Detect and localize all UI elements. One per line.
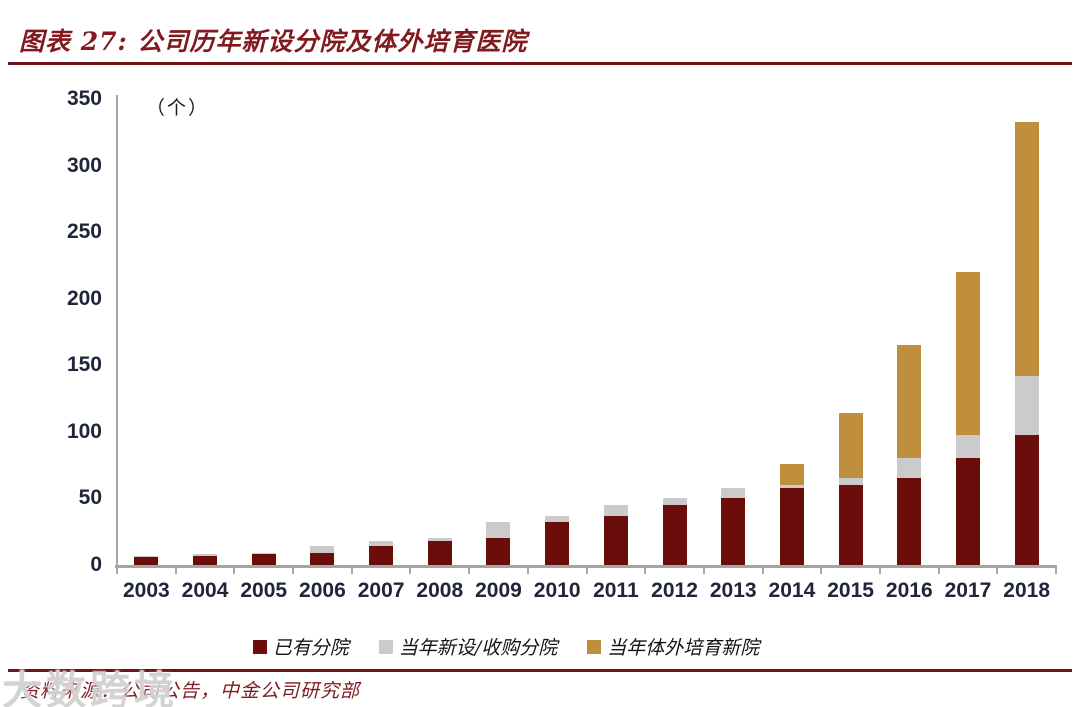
y-tick-label-200: 200 [66,286,102,310]
bar-2003-当年新设/收购分院 [134,555,159,557]
bar-2018-当年新设/收购分院 [1014,375,1039,435]
x-axis-tick [702,565,705,574]
x-axis-tick [996,565,999,574]
x-tick-label-2003: 2003 [122,579,170,602]
bar-2008-已有分院 [427,541,452,565]
bar-2017-当年新设/收购分院 [955,434,980,459]
source-divider [8,669,1072,672]
bar-2004-当年新设/收购分院 [193,554,218,556]
x-axis-tick [116,565,118,574]
x-axis-tick [644,565,647,574]
x-tick-label-2016: 2016 [885,579,933,602]
y-tick-label-100: 100 [66,419,102,443]
bar-2012-已有分院 [662,505,687,565]
legend-label: 当年新设/收购分院 [398,637,558,659]
x-tick-label-2012: 2012 [651,579,698,602]
x-tick-label-2008: 2008 [416,579,464,602]
x-axis-tick [468,565,471,574]
bar-2017-当年体外培育新院 [955,272,980,435]
legend-item: 当年体外培育新院 [587,633,759,660]
x-tick-label-2015: 2015 [827,579,874,602]
bar-2015-已有分院 [838,485,863,565]
legend-swatch-icon [378,639,393,654]
bar-2006-已有分院 [310,553,335,565]
x-axis-tick [1055,565,1057,574]
bar-2018-已有分院 [1014,434,1039,565]
x-tick-label-2017: 2017 [944,579,992,602]
bar-2009-已有分院 [486,538,511,565]
bar-2015-当年新设/收购分院 [838,478,863,486]
bar-2011-当年新设/收购分院 [603,505,628,516]
bar-2006-当年新设/收购分院 [310,546,335,554]
legend-label: 当年体外培育新院 [607,637,760,659]
bar-2015-当年体外培育新院 [838,413,863,479]
bar-2013-已有分院 [721,498,746,565]
y-tick-label-0: 0 [90,553,102,576]
bar-2012-当年新设/收购分院 [662,498,687,506]
x-axis-tick [820,565,823,574]
bar-2016-当年体外培育新院 [897,345,922,459]
bar-2014-已有分院 [779,487,804,565]
legend-swatch-icon [587,639,602,654]
bar-2018-当年体外培育新院 [1014,121,1039,376]
bar-2010-已有分院 [545,522,570,565]
x-tick-label-2009: 2009 [475,579,522,602]
bar-2005-已有分院 [251,554,276,565]
x-tick-label-2005: 2005 [240,579,288,602]
y-axis-line [116,95,118,567]
bar-2007-当年新设/收购分院 [369,541,394,547]
chart-legend: 已有分院 当年新设/收购分院 当年体外培育新院 [0,633,1012,660]
bar-2014-当年新设/收购分院 [779,485,804,488]
legend-item: 已有分院 [252,633,349,660]
x-tick-label-2018: 2018 [1003,579,1051,602]
bar-2017-已有分院 [955,458,980,565]
bar-2016-已有分院 [897,478,922,565]
legend-label: 已有分院 [272,637,349,659]
x-tick-label-2014: 2014 [768,579,816,602]
bar-2010-当年新设/收购分院 [545,515,570,523]
bar-2004-已有分院 [193,555,218,565]
x-axis-tick [292,565,295,574]
x-axis-tick [350,565,353,574]
bar-2016-当年新设/收购分院 [897,458,922,479]
x-axis-tick [233,565,236,574]
x-axis-tick [526,565,529,574]
x-axis-tick [937,565,940,574]
title-underline [8,62,1072,65]
x-axis-tick [585,565,588,574]
y-tick-label-150: 150 [66,353,102,377]
legend-item: 当年新设/收购分院 [378,633,558,660]
bar-2013-当年新设/收购分院 [721,487,746,499]
legend-swatch-icon [252,639,267,654]
bar-2014-当年体外培育新院 [779,463,804,486]
x-axis-tick [174,565,177,574]
bar-2005-当年新设/收购分院 [251,553,276,555]
y-axis-unit-label: （个） [146,98,210,119]
x-tick-label-2010: 2010 [533,579,581,602]
bar-2009-当年新设/收购分院 [486,522,511,539]
x-axis-tick [878,565,881,574]
watermark: 大数跨境 [2,668,178,707]
x-tick-label-2013: 2013 [709,579,757,602]
y-tick-label-250: 250 [66,220,102,244]
x-tick-label-2011: 2011 [593,579,639,602]
x-axis-tick [761,565,764,574]
x-tick-label-2006: 2006 [299,579,346,602]
bar-2003-已有分院 [134,557,159,565]
bar-2011-已有分院 [603,515,628,565]
source-note: 资料来源：公司公告，中金公司研究部 [20,680,361,702]
y-tick-label-350: 350 [66,87,102,110]
chart-title: 图表 27: 公司历年新设分院及体外培育医院 [19,27,528,56]
x-tick-label-2007: 2007 [357,579,405,602]
bar-2008-当年新设/收购分院 [427,538,452,542]
x-axis-tick [409,565,412,574]
x-tick-label-2004: 2004 [181,579,229,602]
y-tick-label-300: 300 [66,153,102,177]
y-tick-label-50: 50 [78,486,102,510]
bar-2007-已有分院 [369,546,394,565]
